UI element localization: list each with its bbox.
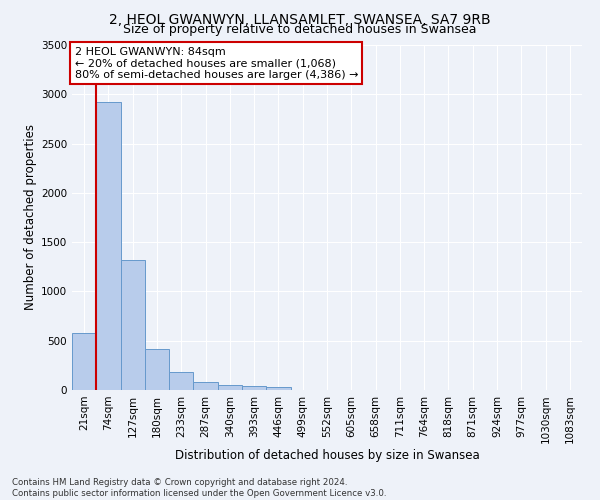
X-axis label: Distribution of detached houses by size in Swansea: Distribution of detached houses by size …: [175, 449, 479, 462]
Bar: [121, 260, 145, 390]
Bar: [242, 386, 266, 390]
Bar: [193, 382, 218, 390]
Bar: [145, 349, 169, 390]
Bar: [266, 386, 290, 390]
Bar: [96, 102, 121, 390]
Text: 2 HEOL GWANWYN: 84sqm
← 20% of detached houses are smaller (1,068)
80% of semi-d: 2 HEOL GWANWYN: 84sqm ← 20% of detached …: [74, 46, 358, 80]
Bar: [72, 333, 96, 390]
Text: Size of property relative to detached houses in Swansea: Size of property relative to detached ho…: [123, 22, 477, 36]
Y-axis label: Number of detached properties: Number of detached properties: [24, 124, 37, 310]
Bar: [169, 372, 193, 390]
Bar: [218, 386, 242, 390]
Text: Contains HM Land Registry data © Crown copyright and database right 2024.
Contai: Contains HM Land Registry data © Crown c…: [12, 478, 386, 498]
Text: 2, HEOL GWANWYN, LLANSAMLET, SWANSEA, SA7 9RB: 2, HEOL GWANWYN, LLANSAMLET, SWANSEA, SA…: [109, 12, 491, 26]
